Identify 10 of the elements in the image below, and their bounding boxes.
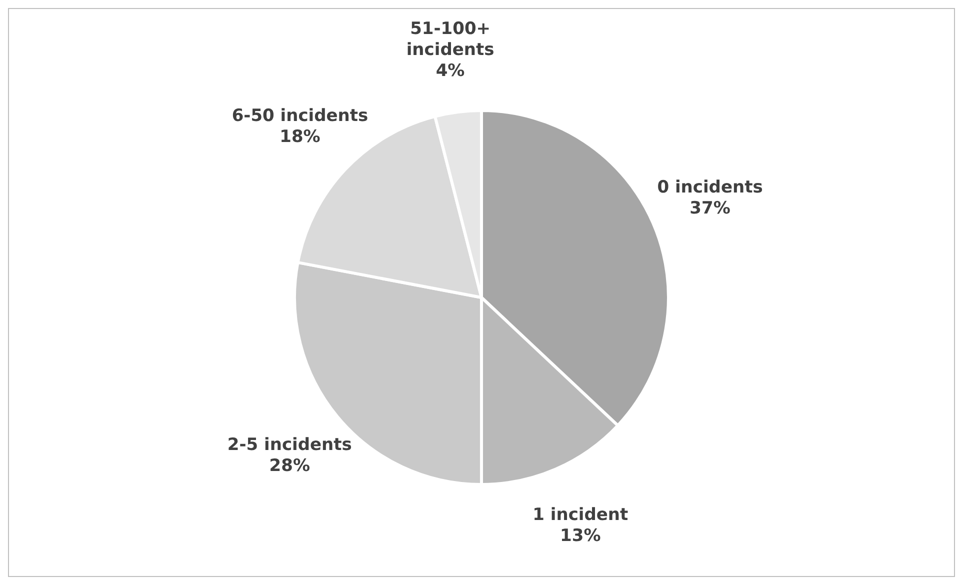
slice-label: 0 incidents [657, 178, 763, 198]
slice-label: 6-50 incidents [232, 106, 368, 126]
slice-label: 1 incident [532, 504, 628, 525]
data-label: 13% [560, 526, 601, 546]
slice-label: 2-5 incidents [227, 435, 352, 456]
data-label: 28% [269, 456, 310, 476]
data-label: 4% [436, 60, 465, 81]
data-label: 18% [280, 126, 320, 147]
data-label: 37% [690, 198, 730, 219]
slice-label: 51-100+ incidents [406, 18, 494, 60]
